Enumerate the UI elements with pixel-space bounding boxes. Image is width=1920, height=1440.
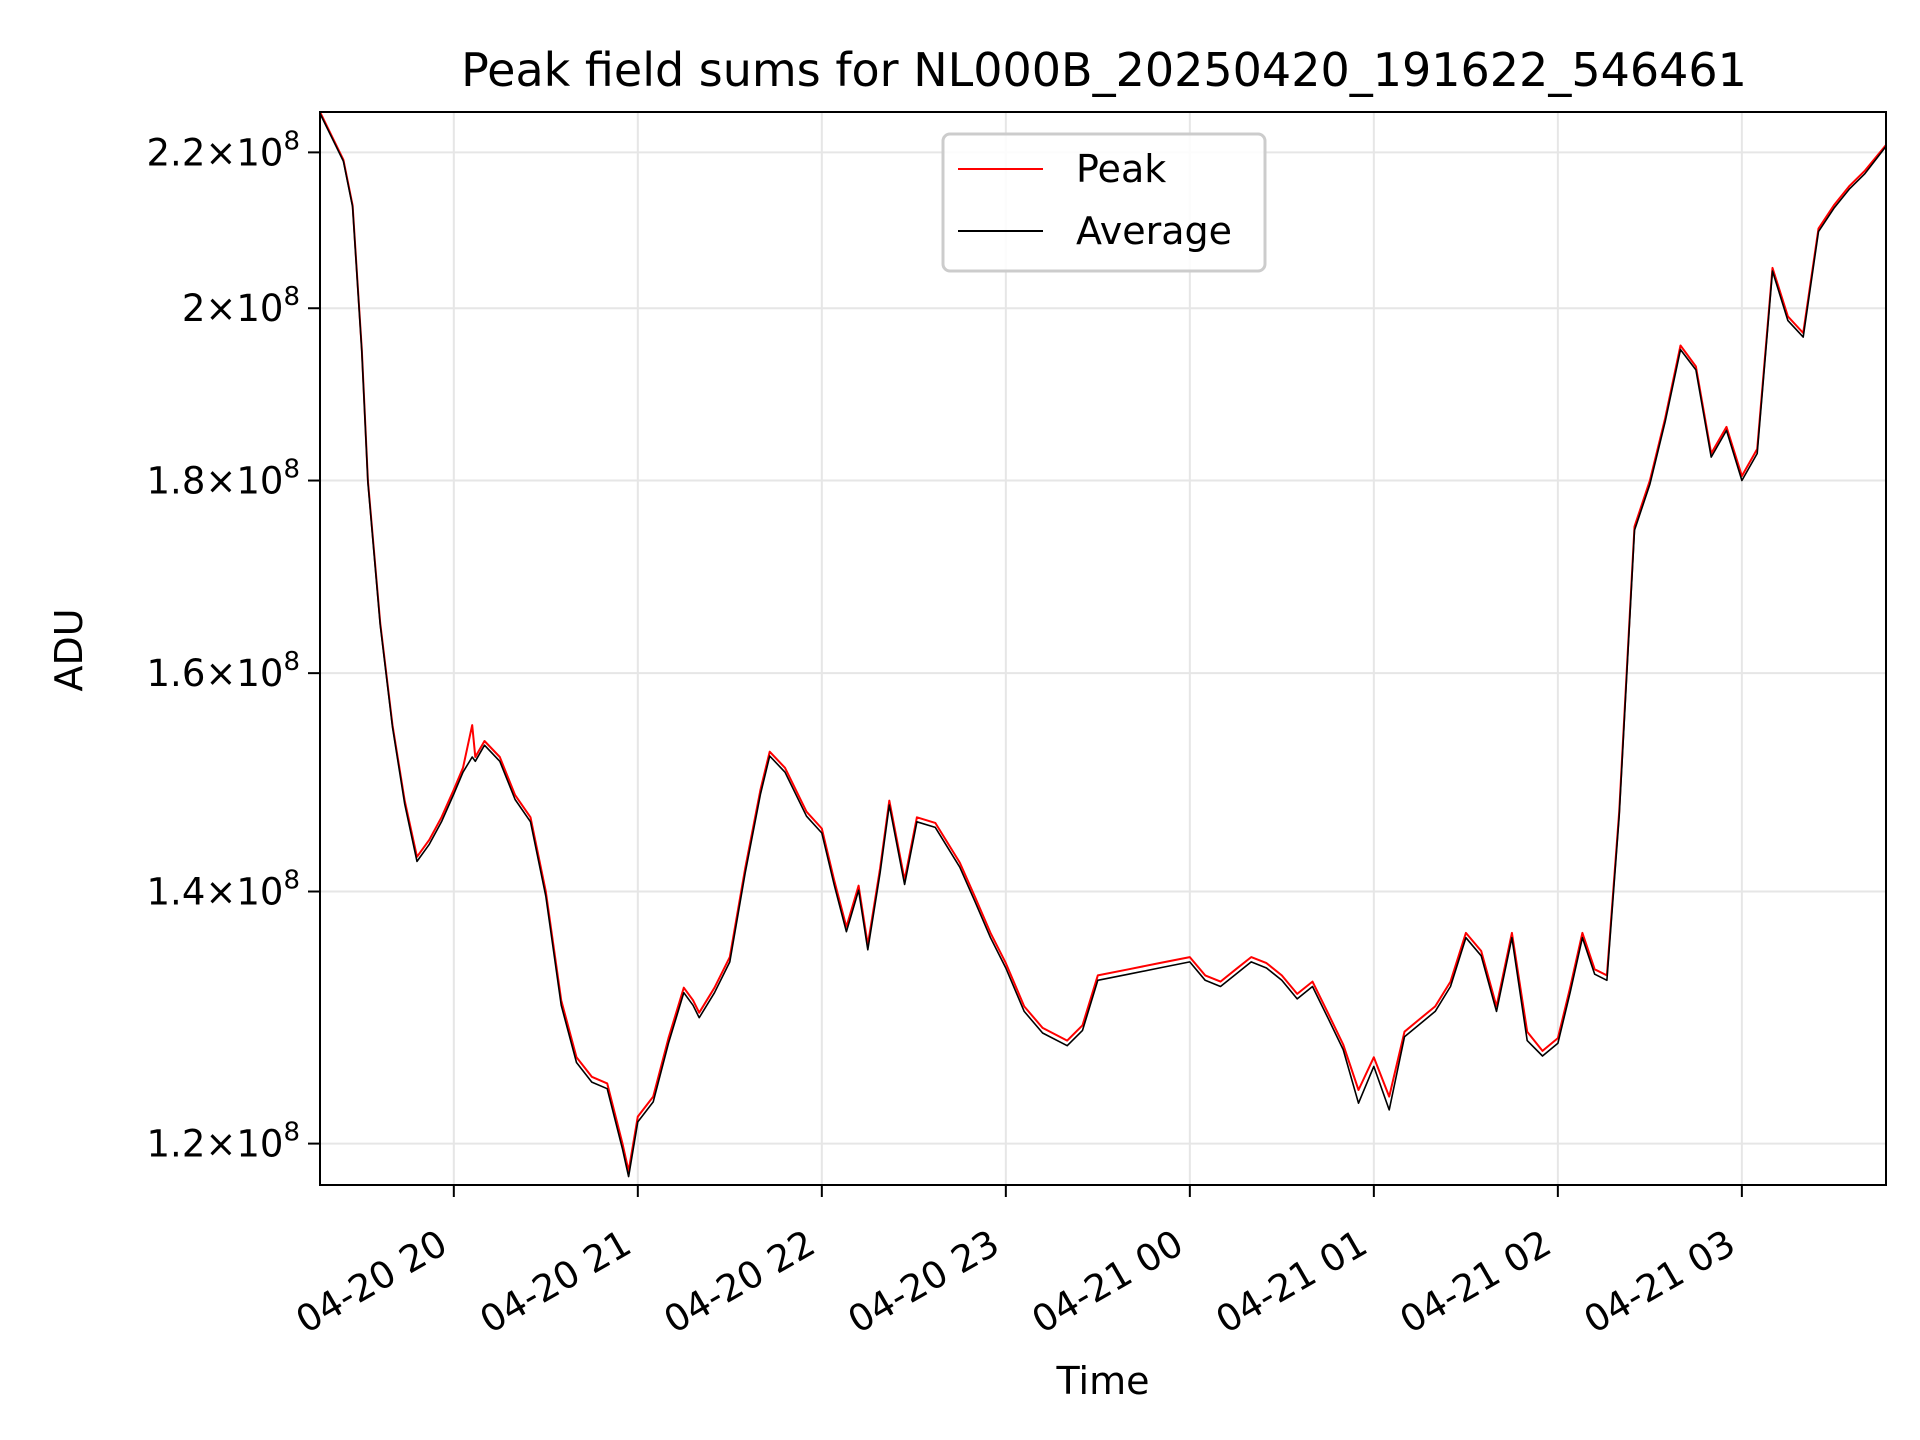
y-tick-label: 1.2×108 xyxy=(147,1118,300,1166)
y-axis: 1.2×108 1.4×108 1.6×108 1.8×108 2×108 2.2×108 xyxy=(147,126,320,1166)
legend-label-average: Average xyxy=(1076,209,1232,253)
y-tick-label: 1.6×108 xyxy=(147,647,300,695)
legend-label-peak: Peak xyxy=(1076,147,1166,191)
series-lines xyxy=(319,111,1887,1178)
plot-area xyxy=(320,112,1886,1185)
y-tick-label: 1.4×108 xyxy=(147,866,300,914)
y-tick-label: 2.2×108 xyxy=(147,126,300,174)
y-axis-label: ADU xyxy=(47,608,91,691)
chart-title: Peak field sums for NL000B_20250420_1916… xyxy=(461,43,1747,97)
y-tick-label: 2×108 xyxy=(182,282,300,330)
legend: Peak Average xyxy=(941,132,1267,273)
y-tick-label: 1.8×108 xyxy=(147,455,300,503)
plot-frame xyxy=(319,111,1887,1186)
series-line-average xyxy=(319,113,1887,1178)
x-axis-label: Time xyxy=(1056,1359,1150,1403)
